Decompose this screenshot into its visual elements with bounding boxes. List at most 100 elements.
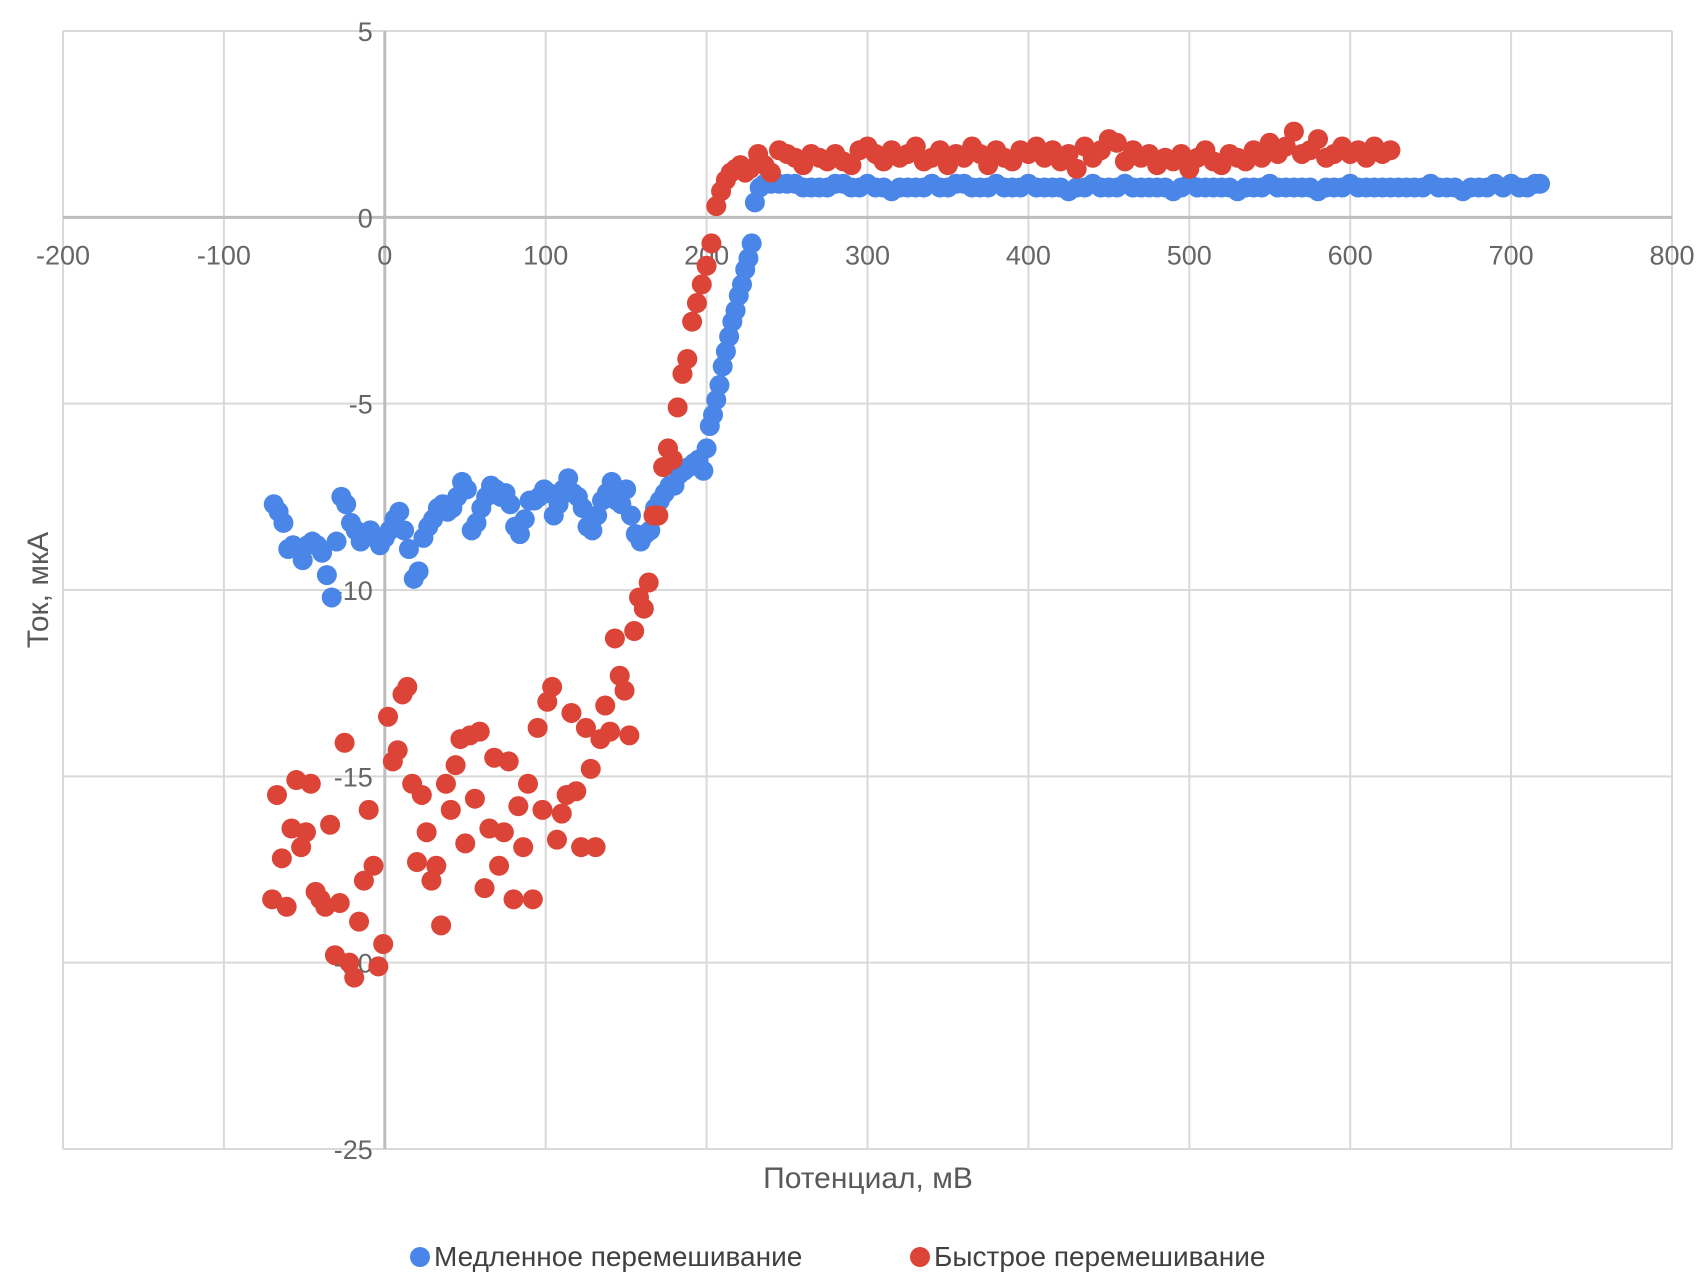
data-point [905, 136, 926, 157]
data-point [336, 494, 357, 515]
data-point [266, 784, 287, 805]
data-point [474, 878, 495, 899]
data-point [741, 233, 762, 254]
data-point [760, 162, 781, 183]
data-point [389, 501, 410, 522]
data-point [600, 721, 621, 742]
x-tick-label: 500 [1167, 240, 1212, 270]
data-point [271, 848, 292, 869]
data-point [929, 140, 950, 161]
legend-marker [910, 1247, 930, 1267]
data-point [334, 732, 355, 753]
x-tick-label: 700 [1489, 240, 1534, 270]
data-point [295, 822, 316, 843]
data-point [546, 829, 567, 850]
x-tick-label: 100 [523, 240, 568, 270]
data-point [373, 934, 394, 955]
data-point [394, 520, 415, 541]
x-tick-label: 800 [1649, 240, 1694, 270]
x-tick-label: 600 [1328, 240, 1373, 270]
y-tick-label: 0 [358, 203, 373, 233]
data-point [500, 494, 521, 515]
data-point [273, 512, 294, 533]
data-point [527, 717, 548, 738]
data-point [363, 855, 384, 876]
data-point [580, 758, 601, 779]
data-point [706, 389, 727, 410]
data-point [397, 676, 418, 697]
data-point [349, 911, 370, 932]
data-point [616, 479, 637, 500]
data-point [978, 155, 999, 176]
data-point [1275, 136, 1296, 157]
data-point [493, 822, 514, 843]
data-point [489, 855, 510, 876]
data-point [731, 274, 752, 295]
data-point [514, 509, 535, 530]
data-point [1380, 140, 1401, 161]
data-point [614, 680, 635, 701]
series-2 [262, 121, 1401, 988]
data-point [426, 855, 447, 876]
data-point [1283, 121, 1304, 142]
data-point [696, 438, 717, 459]
legend-label: Быстрое перемешивание [934, 1241, 1265, 1272]
data-point [648, 505, 669, 526]
data-point [435, 773, 456, 794]
data-point [561, 702, 582, 723]
data-point [513, 837, 534, 858]
data-point [551, 803, 572, 824]
data-point [522, 889, 543, 910]
legend-marker [410, 1247, 430, 1267]
data-point [1058, 143, 1079, 164]
data-point [312, 542, 333, 563]
data-point [316, 565, 337, 586]
data-point [440, 799, 461, 820]
data-point [387, 740, 408, 761]
data-point [455, 833, 476, 854]
tick-labels: -200-1000100200300400500600700800-25-20-… [36, 17, 1695, 1165]
data-point [703, 404, 724, 425]
data-point [1530, 173, 1551, 194]
data-point [368, 956, 389, 977]
data-point [677, 348, 698, 369]
x-tick-label: -100 [197, 240, 251, 270]
legend-label: Медленное перемешивание [434, 1241, 802, 1272]
data-point [300, 773, 321, 794]
data-point [571, 837, 592, 858]
data-point [498, 751, 519, 772]
data-point [276, 896, 297, 917]
data-point [358, 799, 379, 820]
data-point [738, 248, 759, 269]
data-point [719, 326, 740, 347]
x-axis-title: Потенциал, мВ [763, 1162, 973, 1195]
data-point [329, 893, 350, 914]
data-point [464, 788, 485, 809]
y-tick-label: 5 [358, 17, 373, 47]
data-point [633, 598, 654, 619]
data-point [662, 449, 683, 470]
data-point [416, 822, 437, 843]
x-tick-label: 300 [845, 240, 890, 270]
x-tick-label: 0 [377, 240, 392, 270]
data-point [445, 755, 466, 776]
legend-item: Медленное перемешивание [410, 1241, 802, 1272]
data-point [686, 293, 707, 314]
x-tick-label: -200 [36, 240, 90, 270]
data-point [353, 870, 374, 891]
data-point [406, 852, 427, 873]
data-point [532, 799, 553, 820]
data-point [682, 311, 703, 332]
y-axis-title: Ток, мкА [22, 532, 55, 648]
data-point [1251, 147, 1272, 168]
data-point [542, 676, 563, 697]
data-point [701, 233, 722, 254]
data-point [518, 773, 539, 794]
data-series [262, 121, 1551, 988]
data-point [595, 695, 616, 716]
data-point [344, 967, 365, 988]
data-point [691, 274, 712, 295]
data-point [1106, 132, 1127, 153]
